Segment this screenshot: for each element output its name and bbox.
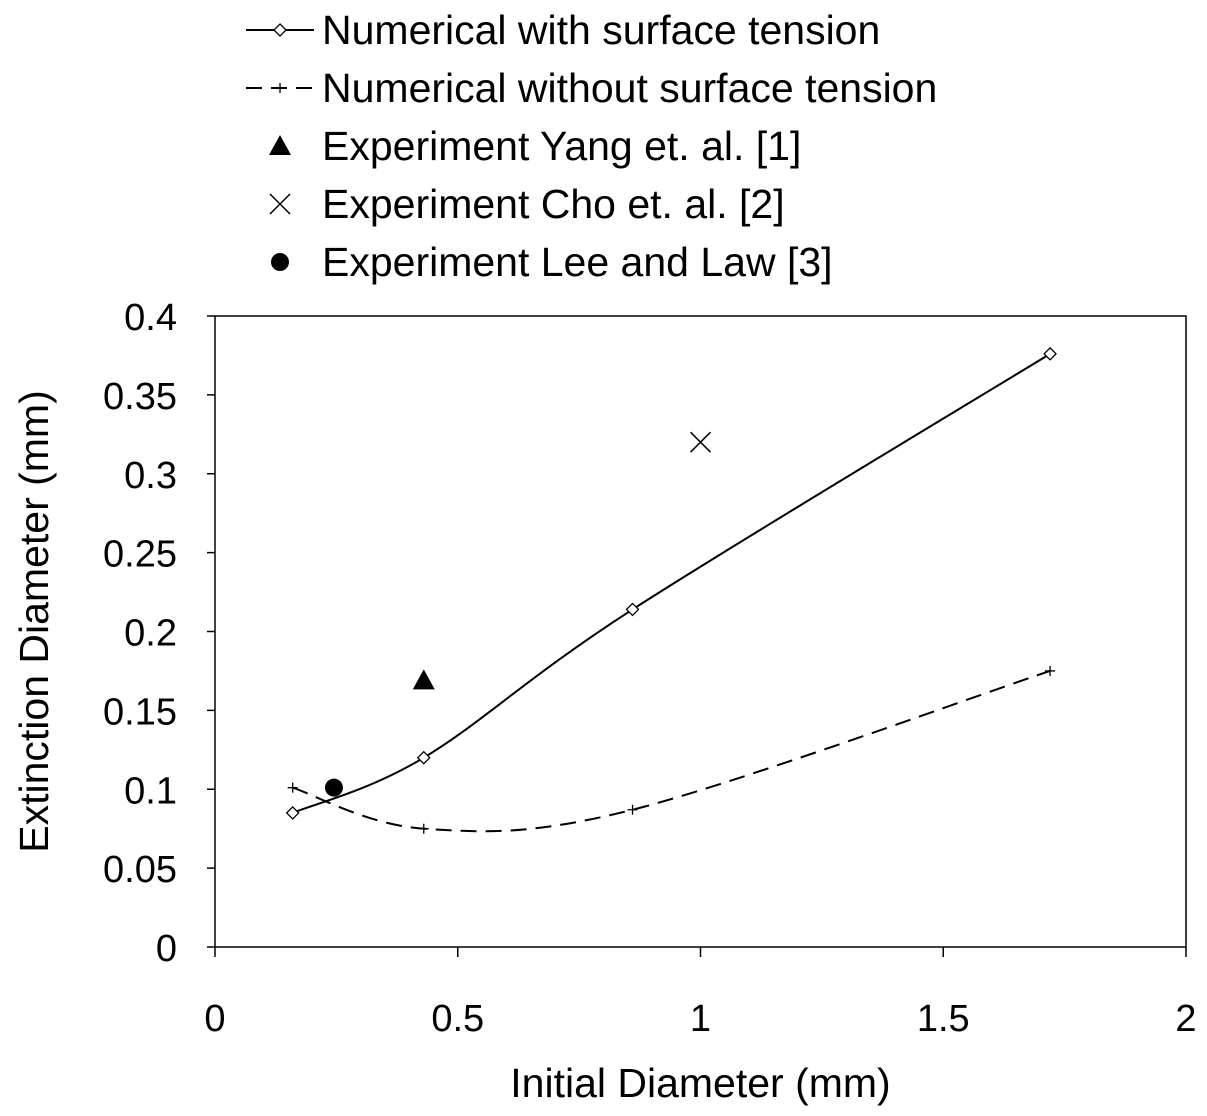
data-point bbox=[1045, 665, 1056, 676]
axes: 0 0.05 0.1 0.15 0.2 0.25 0.3 0.35 0.4 0 0.5 1 1.5 2 In… bbox=[11, 297, 1197, 1106]
series-3 bbox=[689, 431, 712, 453]
legend-entry: Experiment Lee and Law [3] bbox=[271, 239, 833, 285]
legend-marker bbox=[269, 193, 291, 215]
y-tick-label: 0.1 bbox=[124, 770, 177, 812]
series-1 bbox=[287, 665, 1056, 834]
data-point bbox=[285, 805, 300, 820]
y-tick-label: 0.15 bbox=[103, 691, 177, 733]
data-point bbox=[324, 778, 343, 797]
y-axis-label: Extinction Diameter (mm) bbox=[11, 390, 57, 852]
x-tick-label: 0.5 bbox=[431, 998, 484, 1040]
plot-area bbox=[285, 346, 1057, 834]
y-tick-label: 0.3 bbox=[124, 455, 177, 497]
legend-label: Numerical with surface tension bbox=[322, 7, 880, 53]
x-tick-label: 1 bbox=[690, 998, 711, 1040]
series-line bbox=[292, 353, 1051, 814]
plot-frame bbox=[214, 315, 1187, 948]
legend-entry: Numerical without surface tension bbox=[246, 65, 937, 111]
x-axis-label: Initial Diameter (mm) bbox=[510, 1060, 890, 1106]
legend-label: Numerical without surface tension bbox=[322, 65, 937, 111]
legend-entry: Experiment Cho et. al. [2] bbox=[269, 181, 785, 227]
legend-marker bbox=[271, 253, 289, 271]
data-point bbox=[1043, 346, 1057, 361]
series-4 bbox=[324, 778, 343, 797]
data-point bbox=[625, 602, 640, 617]
data-point bbox=[412, 669, 435, 690]
series-0 bbox=[285, 346, 1057, 820]
legend-label: Experiment Yang et. al. [1] bbox=[322, 123, 801, 169]
y-tick-label: 0.25 bbox=[103, 534, 177, 576]
y-tick-label: 0 bbox=[156, 928, 177, 970]
series-2 bbox=[412, 669, 435, 690]
x-tick-label: 1.5 bbox=[917, 998, 970, 1040]
x-tick-label: 2 bbox=[1175, 998, 1196, 1040]
data-point bbox=[689, 431, 712, 453]
legend-entry: Numerical with surface tension bbox=[246, 7, 880, 53]
y-tick-label: 0.2 bbox=[124, 613, 177, 655]
data-point bbox=[287, 782, 298, 793]
y-tick-label: 0.4 bbox=[124, 297, 177, 339]
legend-label: Experiment Lee and Law [3] bbox=[322, 239, 833, 285]
series-line bbox=[292, 669, 1051, 833]
legend-marker bbox=[275, 83, 285, 93]
legend-marker bbox=[273, 23, 287, 37]
legend-marker bbox=[269, 135, 291, 155]
x-tick-label: 0 bbox=[204, 998, 225, 1040]
legend: Numerical with surface tension Numerical … bbox=[246, 7, 937, 285]
legend-entry: Experiment Yang et. al. [1] bbox=[269, 123, 801, 169]
data-point bbox=[418, 823, 429, 834]
y-tick-label: 0.35 bbox=[103, 376, 177, 418]
legend-label: Experiment Cho et. al. [2] bbox=[322, 181, 785, 227]
y-tick-label: 0.05 bbox=[103, 849, 177, 891]
data-point bbox=[627, 804, 638, 815]
data-point bbox=[416, 750, 431, 765]
